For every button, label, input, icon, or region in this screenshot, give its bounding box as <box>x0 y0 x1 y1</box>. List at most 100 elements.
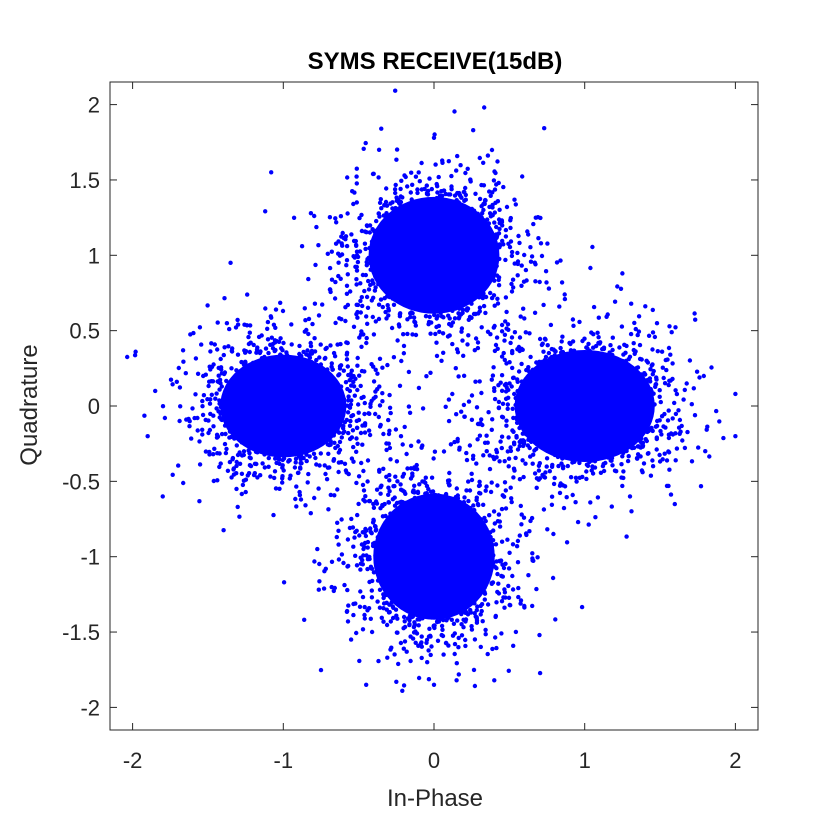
data-point <box>345 410 351 415</box>
data-point <box>464 457 470 463</box>
data-point <box>385 362 390 368</box>
data-point <box>269 170 274 175</box>
data-point <box>482 198 488 204</box>
data-point <box>489 377 494 382</box>
data-point <box>491 365 496 370</box>
data-point <box>697 375 702 380</box>
data-point <box>631 341 636 346</box>
data-point <box>336 373 341 378</box>
data-point <box>395 338 400 343</box>
data-point <box>650 307 655 313</box>
data-point <box>621 469 626 474</box>
data-point <box>490 202 495 208</box>
data-point <box>467 443 473 448</box>
data-point <box>289 322 294 327</box>
data-point <box>469 393 475 398</box>
data-point <box>480 422 485 428</box>
data-point <box>308 343 314 349</box>
data-point <box>458 163 463 168</box>
data-point <box>401 343 407 349</box>
data-point <box>653 424 659 429</box>
data-point <box>353 529 358 535</box>
data-point <box>376 175 381 180</box>
data-point <box>361 488 367 493</box>
data-point <box>230 457 235 462</box>
data-point <box>277 486 282 491</box>
data-point <box>303 503 308 508</box>
data-point <box>655 349 660 354</box>
data-point <box>508 239 514 244</box>
data-point <box>490 373 496 378</box>
data-point <box>512 197 517 202</box>
data-point <box>358 310 363 315</box>
data-point <box>364 340 369 346</box>
data-point <box>450 320 456 325</box>
data-point <box>505 406 510 411</box>
data-point <box>316 243 321 248</box>
data-point <box>568 475 574 480</box>
data-point <box>387 445 393 451</box>
data-point <box>536 468 542 473</box>
data-point <box>349 398 354 403</box>
data-point <box>549 494 555 499</box>
data-point <box>360 442 365 447</box>
data-point <box>351 444 356 450</box>
data-point <box>269 335 274 340</box>
data-point <box>416 675 422 681</box>
data-point <box>493 613 498 619</box>
data-point <box>209 392 214 397</box>
data-point <box>527 331 532 336</box>
data-point <box>292 465 298 470</box>
data-point <box>526 232 531 237</box>
data-point <box>524 532 529 538</box>
data-point <box>621 475 626 481</box>
data-point <box>629 301 634 306</box>
data-point <box>590 471 596 476</box>
data-point <box>344 263 349 268</box>
data-point <box>222 441 228 447</box>
data-point <box>553 617 558 622</box>
data-point <box>458 312 464 317</box>
data-point <box>369 588 374 593</box>
data-point <box>354 181 359 186</box>
data-point <box>624 343 629 349</box>
data-point <box>347 423 353 428</box>
data-point <box>326 451 331 456</box>
data-point <box>558 258 563 263</box>
data-point <box>247 450 252 456</box>
data-point <box>356 474 362 479</box>
data-point <box>218 461 223 466</box>
data-point <box>597 341 602 346</box>
data-point <box>489 480 494 485</box>
data-point <box>377 384 382 389</box>
data-point <box>538 241 544 246</box>
data-point <box>354 436 359 441</box>
data-point <box>677 431 682 436</box>
cluster-core <box>514 349 655 463</box>
data-point <box>346 394 351 399</box>
data-point <box>328 343 333 348</box>
data-point <box>378 297 384 302</box>
data-point <box>381 466 386 471</box>
data-point <box>650 458 655 463</box>
data-point <box>371 332 377 337</box>
data-point <box>480 211 485 216</box>
data-point <box>632 320 637 326</box>
data-point <box>357 533 362 538</box>
data-point <box>662 381 668 386</box>
data-point <box>349 375 354 380</box>
data-point <box>446 397 452 402</box>
data-point <box>413 174 419 179</box>
data-point <box>312 336 317 341</box>
data-point <box>600 346 605 352</box>
data-point <box>303 318 308 323</box>
data-point <box>419 445 424 450</box>
data-point <box>503 381 509 387</box>
data-point <box>499 506 505 512</box>
data-point <box>355 387 360 393</box>
data-point <box>475 501 481 507</box>
data-point <box>338 214 344 219</box>
data-point <box>634 456 640 461</box>
data-point <box>497 459 502 464</box>
data-point <box>280 308 286 314</box>
